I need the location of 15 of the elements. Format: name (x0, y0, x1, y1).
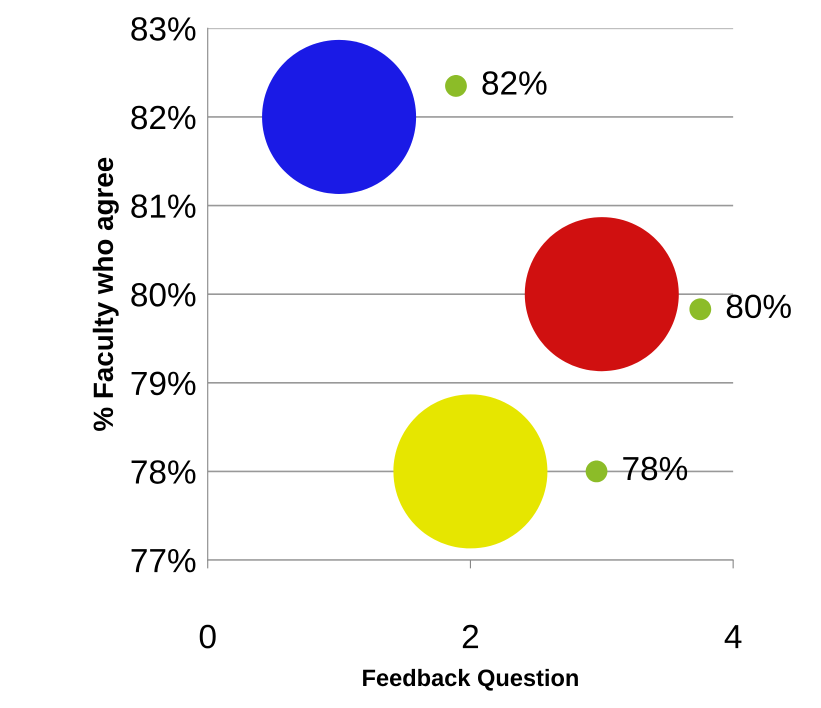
y-tick-label: 80% (131, 282, 196, 307)
annotation: 78% (623, 456, 688, 480)
y-tick-label: 81% (131, 194, 196, 218)
annotation: 80% (726, 294, 791, 318)
y-tick-label: 78% (132, 460, 196, 484)
x-tick-label: 4 (724, 625, 742, 648)
annotation: 82% (482, 71, 547, 95)
x-axis-title: Feedback Question (363, 668, 578, 691)
y-tick-label: 77% (132, 548, 196, 572)
y-tick-label: 79% (132, 372, 196, 396)
y-axis-title: % Faculty who agree (92, 158, 119, 431)
y-tick-label: 83% (131, 17, 196, 41)
y-tick-label: 82% (131, 106, 196, 130)
x-tick-label: 0 (200, 624, 216, 648)
x-tick-label: 2 (462, 624, 478, 648)
